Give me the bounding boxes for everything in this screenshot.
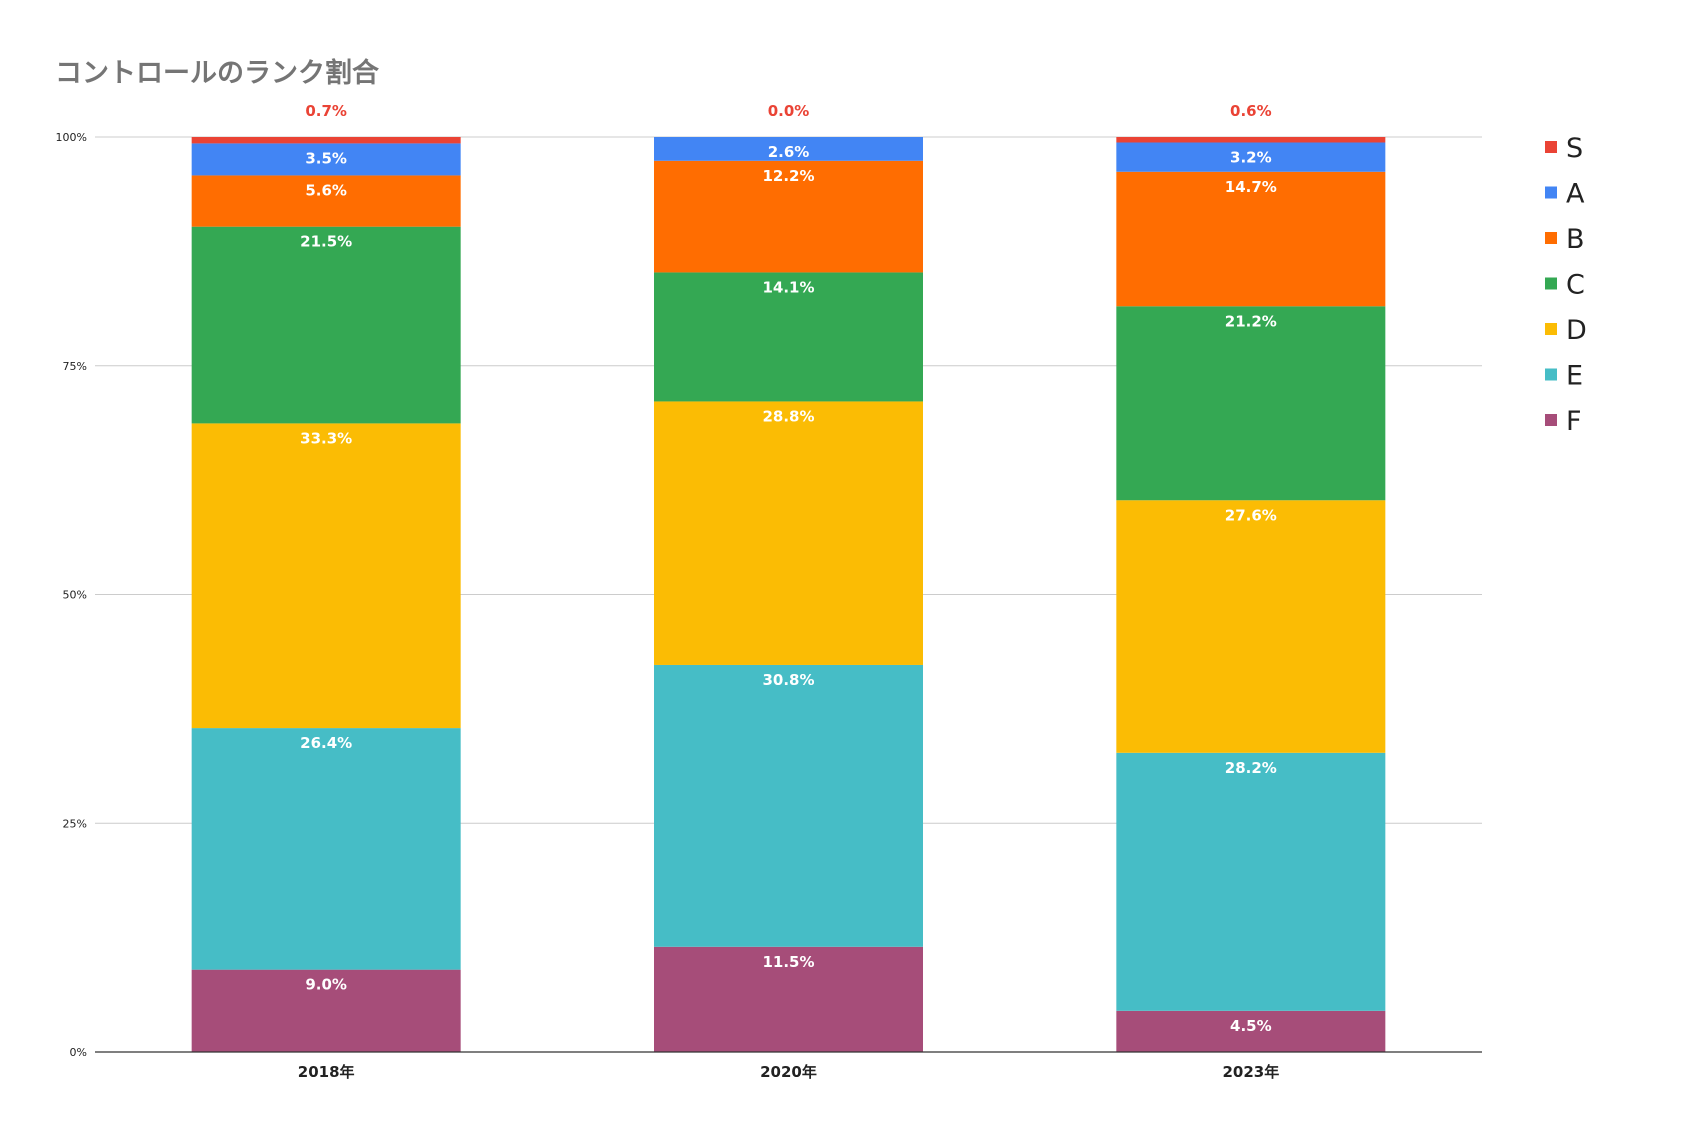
legend-item-a[interactable]: A (1545, 179, 1585, 210)
bars (191, 137, 1386, 1052)
bar-segment-b[interactable] (1116, 171, 1386, 307)
data-label-e: 28.2% (1225, 759, 1277, 777)
data-label-f: 9.0% (305, 976, 347, 994)
bar-segment-d[interactable] (654, 401, 923, 665)
bar-segment-f[interactable] (191, 969, 461, 1052)
data-label-b: 14.7% (1225, 178, 1277, 196)
data-label-s: 0.6% (1230, 102, 1272, 120)
data-label-f: 11.5% (762, 953, 814, 971)
bar-segment-d[interactable] (191, 423, 461, 729)
legend-item-c[interactable]: C (1545, 270, 1585, 301)
bar-segment-b[interactable] (191, 175, 461, 227)
data-label-s: 0.7% (305, 102, 347, 120)
data-label-a: 3.5% (305, 149, 347, 167)
legend-label: C (1566, 270, 1585, 301)
legend-label: E (1566, 361, 1583, 392)
legend-swatch (1545, 323, 1557, 335)
legend-label: A (1566, 179, 1585, 210)
bar-segment-a[interactable] (654, 137, 923, 161)
legend-swatch (1545, 277, 1557, 290)
data-label-s: 0.0% (768, 102, 810, 120)
data-label-b: 12.2% (762, 167, 814, 185)
y-tick-label: 25% (63, 817, 87, 830)
legend-swatch (1545, 368, 1557, 381)
y-tick-label: 50% (63, 589, 87, 602)
data-label-c: 14.1% (762, 278, 814, 296)
data-label-e: 30.8% (762, 671, 814, 689)
x-tick-label: 2023年 (1222, 1063, 1279, 1081)
chart-title: コントロールのランク割合 (55, 57, 379, 89)
data-label-d: 28.8% (762, 407, 814, 425)
bar-segment-e[interactable] (1116, 752, 1386, 1011)
y-tick-label: 0% (70, 1046, 87, 1059)
legend-label: B (1566, 224, 1585, 255)
data-label-a: 2.6% (768, 143, 810, 161)
bar-segment-e[interactable] (654, 664, 923, 947)
bar-segment-c[interactable] (1116, 306, 1386, 501)
legend-item-e[interactable]: E (1545, 361, 1583, 392)
bar-segment-a[interactable] (191, 143, 461, 176)
data-label-b: 5.6% (305, 181, 347, 199)
legend-label: D (1566, 315, 1587, 346)
legend-swatch (1545, 186, 1557, 199)
bar-segment-c[interactable] (654, 272, 923, 402)
data-label-d: 27.6% (1225, 506, 1277, 524)
bar-segment-s[interactable] (191, 137, 461, 144)
bar-segment-a[interactable] (1116, 142, 1386, 172)
legend-swatch (1545, 232, 1557, 244)
data-label-f: 4.5% (1230, 1017, 1272, 1035)
legend-swatch (1545, 141, 1557, 153)
legend-item-f[interactable]: F (1545, 406, 1582, 437)
data-label-d: 33.3% (300, 429, 352, 447)
legend-label: F (1566, 406, 1582, 437)
data-label-e: 26.4% (300, 734, 352, 752)
legend-item-s[interactable]: S (1545, 133, 1583, 164)
legend-label: S (1566, 133, 1583, 164)
bar-segment-d[interactable] (1116, 500, 1386, 753)
legend-swatch (1545, 414, 1557, 426)
legend-item-b[interactable]: B (1545, 224, 1585, 255)
bar-segment-s[interactable] (1116, 137, 1386, 143)
y-tick-label: 75% (63, 360, 87, 373)
axes: 0% 25% 50% 75% 100% 2018年 2020年 2023年 (56, 131, 1482, 1081)
bar-segment-f[interactable] (654, 946, 923, 1052)
legend-item-d[interactable]: D (1545, 315, 1587, 346)
x-tick-label: 2018年 (298, 1063, 355, 1081)
x-tick-label: 2020年 (760, 1063, 817, 1081)
bar-segment-c[interactable] (191, 226, 461, 424)
y-tick-label: 100% (56, 131, 87, 144)
bar-segment-b[interactable] (654, 160, 923, 273)
data-label-a: 3.2% (1230, 148, 1272, 166)
data-labels: 9.0% 26.4% 33.3% 21.5% 5.6% 3.5% 0.7% 11.5% 30.8… (300, 102, 1277, 1035)
bar-segment-f[interactable] (1116, 1010, 1386, 1052)
bar-segment-e[interactable] (191, 728, 461, 970)
data-label-c: 21.2% (1225, 312, 1277, 330)
data-label-c: 21.5% (300, 233, 352, 251)
